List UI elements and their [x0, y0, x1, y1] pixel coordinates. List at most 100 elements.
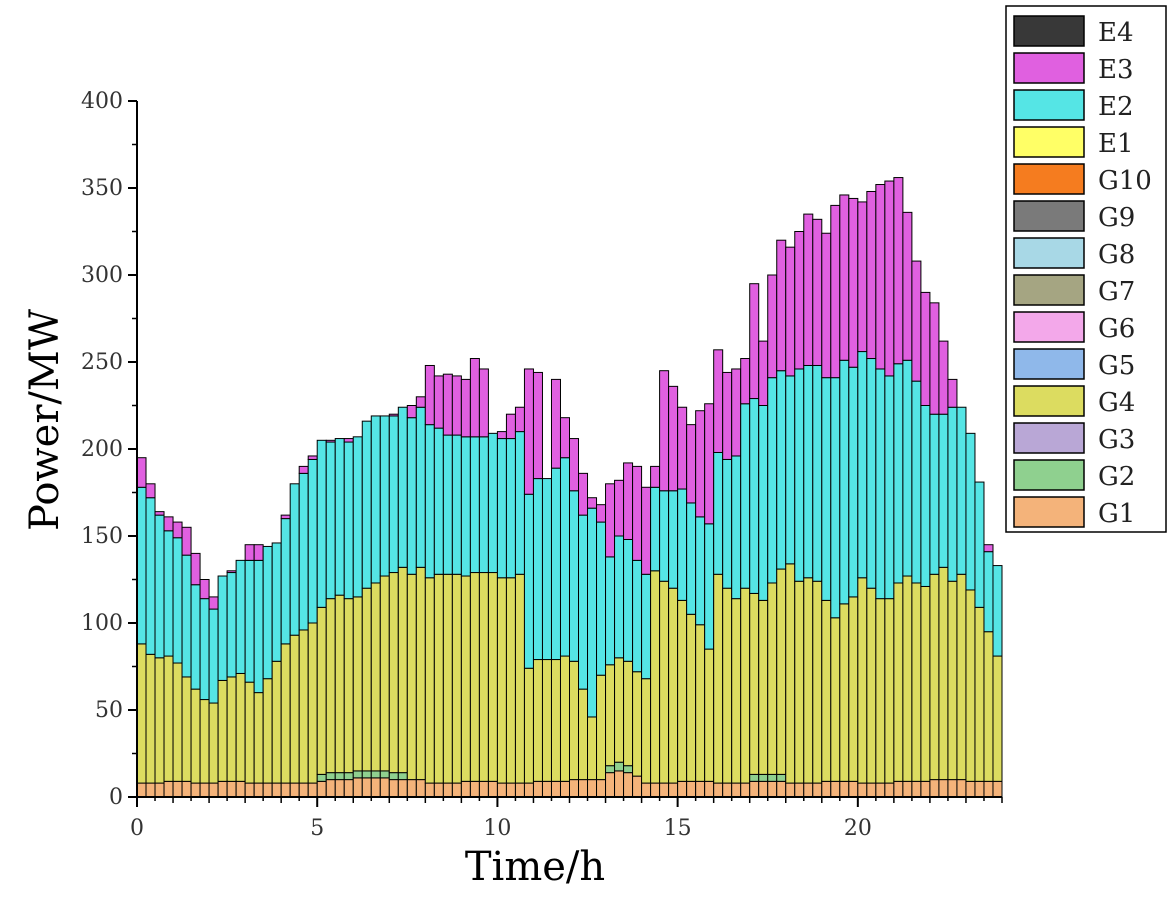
legend-swatch-e4: [1013, 15, 1085, 47]
bar-e2-94: [983, 551, 994, 633]
bar-g4-33: [433, 573, 444, 784]
legend-swatch-g6: [1013, 311, 1085, 343]
bar-g4-81: [866, 587, 877, 784]
bar-e2-61: [686, 502, 697, 615]
bar-e2-80: [857, 351, 868, 579]
bar-g1-14: [262, 782, 273, 798]
bar-g1-81: [866, 782, 877, 798]
bar-g4-43: [523, 667, 534, 784]
bar-e2-8: [208, 608, 219, 704]
bar-g4-60: [677, 599, 688, 782]
bar-g1-64: [713, 782, 724, 798]
bar-g4-28: [388, 572, 399, 774]
bar-g4-94: [983, 631, 994, 782]
bar-e2-34: [442, 434, 453, 575]
bar-e2-3: [163, 530, 174, 657]
legend-swatch-g8: [1013, 237, 1085, 269]
bar-g1-45: [541, 780, 552, 798]
bar-e2-4: [172, 537, 183, 664]
bar-g4-90: [947, 580, 958, 781]
bar-e2-15: [271, 542, 282, 662]
bar-g2-54: [623, 765, 634, 774]
bar-e2-16: [280, 518, 291, 645]
bar-g1-46: [550, 780, 561, 798]
bar-e3-50: [587, 497, 598, 509]
bar-g1-48: [569, 779, 580, 798]
bar-g1-76: [821, 780, 832, 798]
y-tick-label: 50: [95, 698, 123, 723]
bar-g2-53: [614, 761, 625, 772]
bar-e2-6: [190, 584, 201, 690]
bar-g2-27: [379, 770, 390, 779]
bar-g4-13: [253, 692, 264, 784]
bar-e2-65: [722, 458, 733, 589]
bar-g4-12: [244, 681, 255, 784]
bar-g1-55: [632, 775, 643, 798]
bar-g4-82: [875, 598, 886, 784]
bar-g1-6: [190, 782, 201, 798]
bar-g1-67: [740, 782, 751, 798]
bar-g4-95: [992, 655, 1003, 782]
bar-e2-1: [145, 497, 156, 655]
bar-g4-71: [776, 568, 787, 775]
bar-g1-0: [136, 782, 147, 798]
bar-g1-80: [857, 782, 868, 798]
bar-g4-76: [821, 599, 832, 782]
bar-e3-19: [307, 455, 318, 460]
bar-g4-32: [424, 577, 435, 784]
bar-g4-91: [956, 573, 967, 781]
bar-e3-31: [415, 396, 426, 408]
bar-g1-59: [668, 782, 679, 798]
bar-g1-88: [929, 779, 940, 798]
bar-g4-51: [596, 674, 607, 781]
bar-g4-27: [379, 575, 390, 772]
bar-g4-11: [235, 672, 246, 782]
bar-e2-20: [316, 439, 327, 608]
bar-g1-58: [659, 782, 670, 798]
bar-e2-46: [550, 467, 561, 661]
bar-e2-51: [596, 521, 607, 676]
bar-g4-0: [136, 643, 147, 784]
bar-e2-21: [325, 441, 336, 600]
x-tick-label: 0: [130, 816, 144, 841]
bar-e2-32: [424, 424, 435, 579]
bar-e2-19: [307, 458, 318, 624]
bar-e2-33: [433, 427, 444, 575]
bar-e2-42: [514, 431, 525, 575]
bar-e3-23: [343, 438, 354, 443]
legend-label-g4: G4: [1098, 388, 1135, 418]
bar-g1-31: [415, 779, 426, 798]
bar-e3-41: [505, 413, 516, 440]
legend-swatch-g5: [1013, 348, 1085, 380]
bar-g4-55: [632, 671, 643, 777]
bar-g1-12: [244, 782, 255, 798]
bar-g1-19: [307, 782, 318, 798]
x-tick-label: 5: [310, 816, 324, 841]
legend-swatch-e2: [1013, 89, 1085, 121]
bar-e2-90: [947, 406, 958, 582]
bar-e3-55: [632, 465, 643, 561]
bar-g1-65: [722, 782, 733, 798]
bar-g4-29: [397, 566, 408, 774]
bar-g4-21: [325, 598, 336, 774]
bar-e2-35: [451, 434, 462, 575]
bar-e3-44: [532, 371, 543, 480]
bar-g4-61: [686, 613, 697, 782]
bar-g4-19: [307, 622, 318, 784]
bar-g1-5: [181, 780, 192, 798]
bar-g4-79: [848, 596, 859, 782]
bar-g1-32: [424, 782, 435, 798]
bar-g4-18: [298, 629, 309, 784]
bars-layer: [136, 177, 1003, 798]
bar-g1-20: [316, 780, 327, 798]
bar-e2-62: [695, 516, 706, 626]
bar-e3-2: [154, 511, 165, 516]
bar-g1-33: [433, 782, 444, 798]
bar-g2-52: [605, 765, 616, 774]
bar-e2-88: [929, 413, 940, 575]
bar-g2-25: [361, 770, 372, 779]
bar-e3-1: [145, 483, 156, 499]
y-tick-label: 350: [81, 176, 123, 201]
bar-e3-38: [478, 368, 489, 438]
bar-g4-80: [857, 577, 868, 784]
